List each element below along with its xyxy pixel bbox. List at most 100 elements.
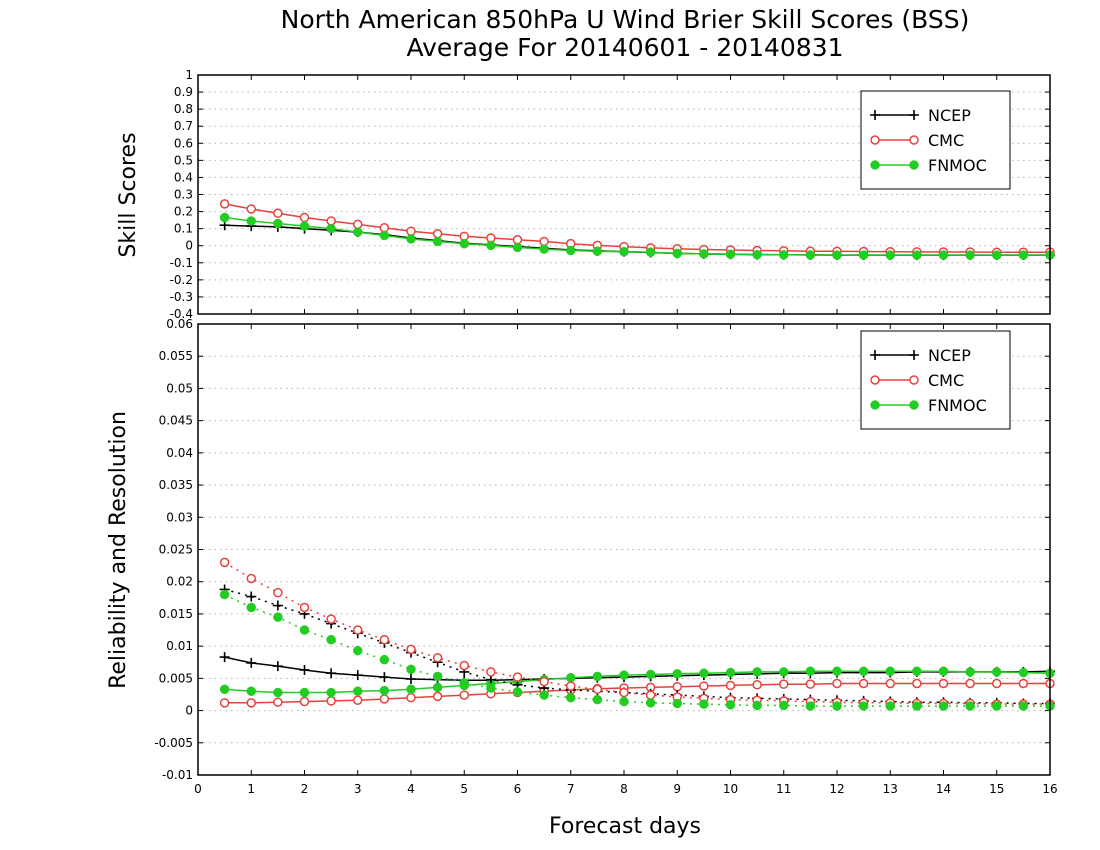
y-tick-label: 0.02 [166,575,193,589]
chart-title-line2: Average For 20140601 - 20140831 [406,33,843,62]
x-tick-label: 6 [514,782,522,796]
x-tick-label: 15 [989,782,1004,796]
fnmoc-marker [592,694,603,705]
legend-marker [909,160,919,170]
fnmoc-marker [965,701,975,711]
fnmoc-marker [486,240,496,251]
fnmoc-marker [752,667,762,677]
cmc-marker [512,234,523,245]
fnmoc-marker [858,701,869,711]
fnmoc-marker [858,666,869,677]
fnmoc-marker [912,666,922,677]
cmc-marker [246,204,256,214]
ncep-marker [246,591,257,602]
legend-label: NCEP [928,106,971,125]
fnmoc-marker [779,700,789,711]
cmc-marker [725,680,736,691]
cmc-marker [965,678,975,689]
cmc-marker [992,678,1002,689]
series-cmc-solid [219,678,1055,708]
y-tick-label: 0.01 [166,639,193,653]
cmc-marker [539,676,549,687]
legend-marker [870,350,880,360]
fnmoc-marker [592,246,603,256]
fnmoc-marker [752,249,762,260]
fnmoc-marker [645,669,656,680]
cmc-marker [273,697,283,707]
y-tick-label: 1 [185,68,193,82]
y-tick-label: -0.1 [170,256,193,270]
fnmoc-marker [779,250,789,260]
legend-marker [909,135,919,145]
fnmoc-marker [619,246,629,257]
series-cmc-solid [219,199,1055,257]
fnmoc-marker [273,218,283,229]
fnmoc-marker [752,700,762,711]
fnmoc-marker [885,250,895,260]
legend-label: FNMOC [928,396,987,415]
fnmoc-marker [645,247,656,257]
cmc-marker [1018,678,1029,689]
legend: NCEP CMC FNMOC [860,90,1011,190]
fnmoc-marker [299,687,310,698]
fnmoc-marker [885,701,895,711]
y-tick-label: 0.05 [166,381,193,395]
fnmoc-marker [832,701,842,711]
fnmoc-marker [432,671,443,682]
cmc-marker [379,694,390,704]
legend-marker [909,350,919,360]
y-tick-label: 0.2 [174,205,193,219]
fnmoc-marker [379,654,390,665]
fnmoc-marker [938,250,949,260]
fnmoc-marker [566,672,576,683]
fnmoc-marker [832,250,842,260]
y-tick-label: 0.5 [174,153,193,167]
fnmoc-marker [779,667,789,677]
y-tick-label: -0.3 [170,290,193,304]
chart-title-line1: North American 850hPa U Wind Brier Skill… [281,5,970,34]
x-tick-label: 16 [1042,782,1057,796]
fnmoc-marker [992,250,1002,260]
fnmoc-marker [592,671,603,682]
fnmoc-marker [459,238,469,249]
cmc-marker [406,692,416,703]
cmc-marker [566,681,576,691]
y-tick-label: -0.005 [154,736,193,750]
x-tick-label: 10 [723,782,738,796]
fnmoc-marker [432,682,443,693]
cmc-marker [938,678,949,689]
cmc-marker [219,199,230,209]
legend-marker [909,110,919,120]
ncep-marker [379,672,390,683]
fnmoc-marker [912,250,922,260]
fnmoc-marker [219,212,230,223]
fnmoc-marker [725,700,736,710]
cmc-marker [299,696,310,707]
cmc-marker [619,687,629,698]
fnmoc-marker [299,221,310,231]
fnmoc-marker [379,230,390,241]
fnmoc-marker [619,696,629,707]
y-tick-label: 0.005 [159,671,193,685]
fnmoc-marker [486,683,496,693]
legend-marker [870,110,880,120]
fnmoc-marker [858,250,869,260]
x-tick-label: 2 [301,782,309,796]
series-line [224,203,1050,253]
fnmoc-marker [805,250,816,260]
y-tick-label: -0.4 [170,307,193,321]
fnmoc-marker [406,664,416,675]
x-tick-label: 1 [247,782,255,796]
fnmoc-marker [246,216,256,226]
legend-marker [909,400,919,410]
x-tick-label: 13 [883,782,898,796]
cmc-marker [672,681,682,692]
fnmoc-marker [353,227,363,237]
fnmoc-marker [725,249,736,259]
series-ncep-solid [219,652,1055,686]
cmc-marker [326,216,336,226]
fnmoc-marker [1018,250,1029,260]
cmc-marker [832,678,842,689]
ncep-marker [406,674,416,685]
